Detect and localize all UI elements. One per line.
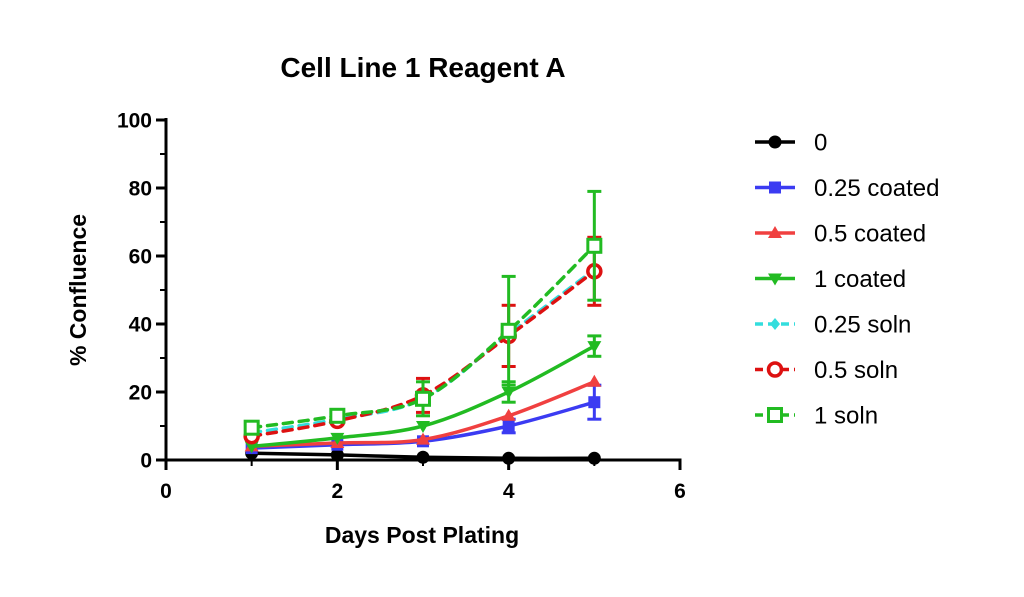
series-2 <box>244 374 602 452</box>
legend-item: 0 <box>755 130 827 157</box>
plot-area <box>243 189 603 465</box>
data-point <box>770 318 780 330</box>
data-point <box>502 451 516 465</box>
legend-item: 1 coated <box>755 266 906 293</box>
data-point <box>767 407 783 423</box>
data-point <box>329 407 346 424</box>
data-point <box>243 419 260 436</box>
legend-label: 0.25 coated <box>814 175 939 202</box>
data-point <box>244 441 259 454</box>
legend-label: 1 coated <box>814 266 906 293</box>
legend-label: 0.5 soln <box>814 357 898 384</box>
x-tick-label: 4 <box>503 480 515 503</box>
data-point <box>766 361 784 378</box>
legend-label: 1 soln <box>814 403 878 430</box>
legend-label: 0.5 coated <box>814 221 926 248</box>
x-tick-label: 6 <box>674 480 686 503</box>
data-point <box>501 408 516 421</box>
data-point <box>768 273 782 286</box>
y-tick-label: 100 <box>117 110 152 133</box>
data-point <box>416 432 430 445</box>
chart-title: Cell Line 1 Reagent A <box>280 52 565 83</box>
legend-label: 0.25 soln <box>814 312 911 339</box>
y-tick-label: 40 <box>129 314 152 337</box>
data-point <box>502 420 515 432</box>
series-0 <box>245 446 601 465</box>
legend-item: 0.5 coated <box>755 221 926 248</box>
y-axis-label: % Confluence <box>65 214 91 366</box>
legend: 0 0.25 coated 0.5 coated 1 coated 0.25 soln 0… <box>755 130 939 430</box>
data-point <box>768 135 782 149</box>
y-tick-label: 80 <box>129 178 152 201</box>
legend-item: 0.5 soln <box>755 357 898 384</box>
x-axis-label: Days Post Plating <box>325 522 519 548</box>
series-6 <box>243 189 603 436</box>
data-point <box>416 450 430 464</box>
data-point <box>586 237 603 254</box>
data-point <box>587 451 601 465</box>
x-tick-label: 2 <box>331 480 343 503</box>
y-tick-label: 20 <box>129 382 152 405</box>
y-tick-label: 60 <box>129 246 152 269</box>
series-3 <box>244 334 602 454</box>
data-point <box>501 387 516 399</box>
y-tick-label: 0 <box>140 450 152 473</box>
x-tick-label: 0 <box>160 480 172 503</box>
data-point <box>415 390 431 407</box>
data-point <box>416 421 430 433</box>
data-point <box>500 322 517 339</box>
data-point <box>769 181 781 194</box>
data-point <box>587 374 602 387</box>
data-point <box>588 396 601 409</box>
data-point <box>587 341 602 354</box>
data-point <box>330 432 345 445</box>
legend-item: 1 soln <box>755 403 878 430</box>
data-point <box>330 448 344 462</box>
legend-label: 0 <box>814 130 827 157</box>
data-point <box>768 226 782 238</box>
legend-item: 0.25 coated <box>755 175 939 202</box>
legend-item: 0.25 soln <box>755 312 911 339</box>
